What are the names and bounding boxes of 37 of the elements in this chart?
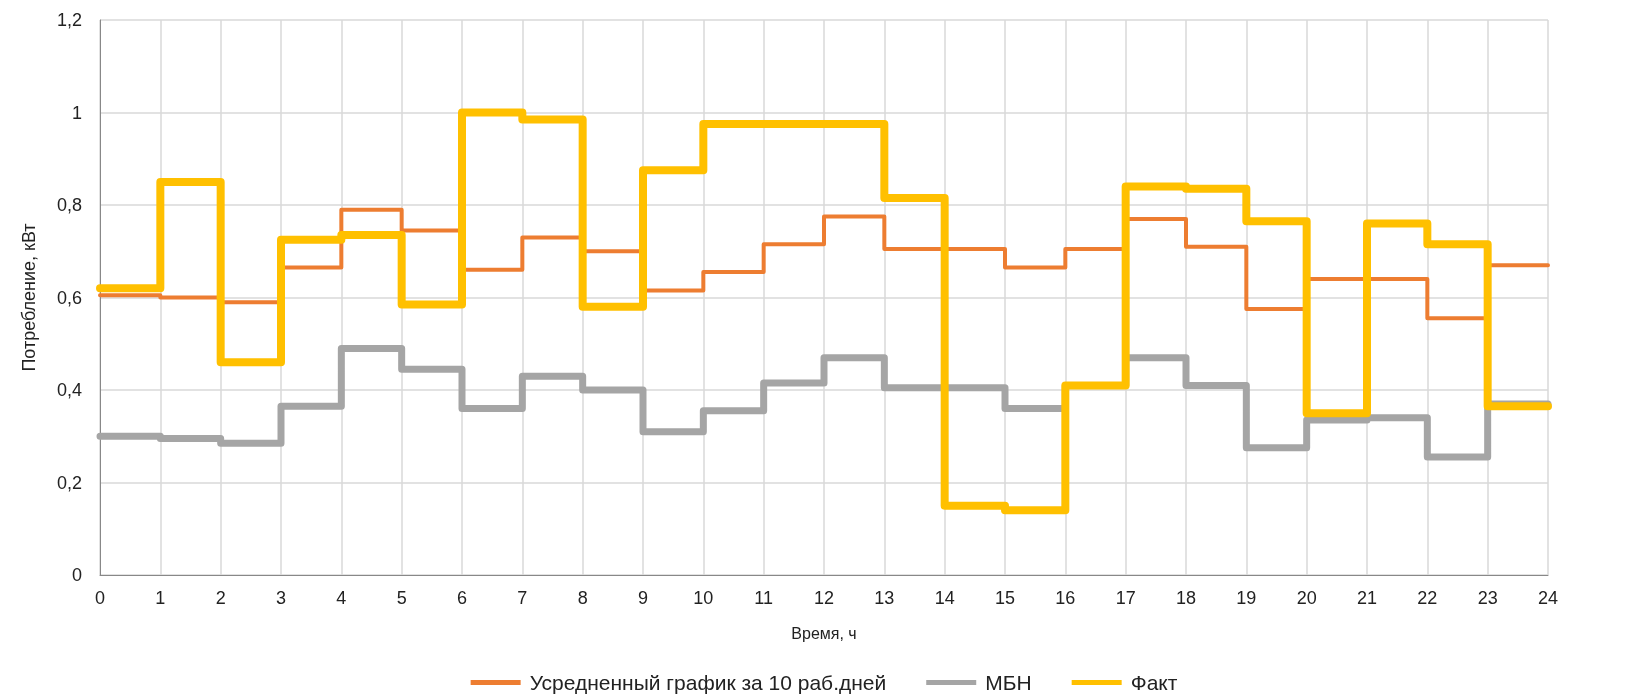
x-tick-label: 16 — [1055, 588, 1076, 608]
x-tick-label: 4 — [336, 588, 347, 608]
x-tick-label: 12 — [813, 588, 835, 608]
x-tick-label: 13 — [874, 588, 895, 608]
y-tick-label: 0,4 — [56, 380, 82, 400]
x-tick-label: 0 — [94, 588, 106, 608]
x-tick-label: 20 — [1296, 588, 1317, 608]
legend-label: МБН — [985, 671, 1032, 694]
y-tick-label: 0,8 — [56, 195, 82, 215]
y-tick-label: 1 — [71, 102, 82, 123]
y-tick-label: 0 — [71, 565, 82, 585]
x-tick-label: 17 — [1115, 588, 1136, 608]
x-tick-label: 14 — [934, 588, 955, 608]
legend-label: Усредненный график за 10 раб.дней — [529, 671, 887, 694]
x-tick-label: 3 — [275, 588, 287, 608]
x-tick-label: 1 — [155, 588, 166, 608]
y-tick-label: 1,2 — [56, 10, 82, 30]
x-tick-label: 5 — [396, 588, 407, 608]
x-tick-label: 24 — [1537, 588, 1559, 608]
x-tick-label: 8 — [577, 588, 588, 608]
x-tick-label: 10 — [693, 588, 714, 608]
x-tick-label: 23 — [1477, 588, 1498, 608]
x-tick-label: 6 — [456, 588, 468, 608]
x-tick-label: 22 — [1417, 588, 1438, 608]
x-tick-label: 19 — [1236, 588, 1257, 608]
x-tick-label: 2 — [215, 588, 226, 608]
y-axis-title: Потребление, кВт — [19, 223, 39, 372]
x-tick-label: 21 — [1356, 588, 1378, 608]
x-axis-title: Время, ч — [791, 624, 857, 642]
y-tick-label: 0,6 — [56, 287, 82, 308]
x-tick-label: 15 — [994, 588, 1016, 608]
y-tick-label: 0,2 — [56, 472, 82, 493]
x-tick-label: 18 — [1175, 588, 1197, 608]
x-tick-label: 11 — [754, 588, 774, 608]
x-tick-label: 9 — [637, 588, 649, 608]
x-tick-label: 7 — [517, 588, 528, 608]
legend-label: Факт — [1130, 671, 1178, 694]
